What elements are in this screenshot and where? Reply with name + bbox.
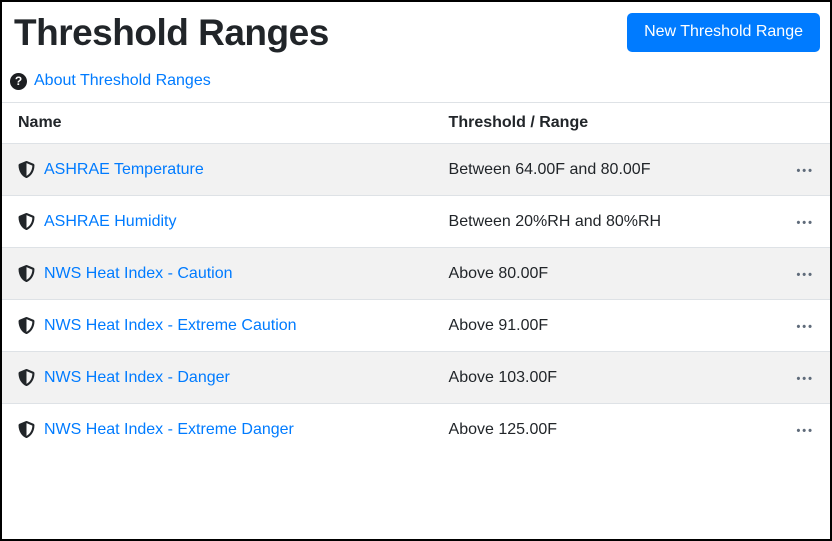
- threshold-range-value: Above 80.00F: [432, 247, 772, 300]
- new-threshold-range-button[interactable]: New Threshold Range: [627, 13, 820, 52]
- shield-icon: [18, 368, 35, 387]
- shield-icon: [18, 212, 35, 231]
- threshold-ranges-page: Threshold Ranges New Threshold Range ? A…: [2, 2, 830, 456]
- table-row: ASHRAE Temperature Between 64.00F and 80.…: [2, 143, 830, 196]
- about-threshold-ranges-link[interactable]: ? About Threshold Ranges: [10, 72, 211, 90]
- threshold-name-link[interactable]: ASHRAE Humidity: [44, 212, 177, 230]
- threshold-range-value: Above 91.00F: [432, 299, 772, 352]
- table-row: NWS Heat Index - Extreme Caution Above 91…: [2, 299, 830, 352]
- table-row: NWS Heat Index - Caution Above 80.00F •••: [2, 247, 830, 300]
- threshold-name-link[interactable]: NWS Heat Index - Extreme Caution: [44, 316, 297, 334]
- row-menu-button[interactable]: •••: [796, 424, 814, 437]
- table-row: ASHRAE Humidity Between 20%RH and 80%RH ••…: [2, 195, 830, 248]
- table-body: ASHRAE Temperature Between 64.00F and 80.…: [2, 143, 830, 456]
- row-menu-button[interactable]: •••: [796, 164, 814, 177]
- table-header-row: Name Threshold / Range: [2, 102, 830, 145]
- row-menu-button[interactable]: •••: [796, 216, 814, 229]
- column-header-threshold-range: Threshold / Range: [432, 102, 772, 145]
- threshold-range-value: Between 20%RH and 80%RH: [432, 195, 772, 248]
- threshold-name-link[interactable]: NWS Heat Index - Caution: [44, 264, 233, 282]
- threshold-range-value: Between 64.00F and 80.00F: [448, 160, 651, 178]
- shield-icon: [18, 420, 35, 439]
- threshold-ranges-table: Name Threshold / Range ASHRAE Temperatur…: [2, 102, 830, 456]
- row-menu-button[interactable]: •••: [796, 372, 814, 385]
- threshold-name-link[interactable]: NWS Heat Index - Danger: [44, 368, 230, 386]
- shield-icon: [18, 160, 35, 179]
- shield-icon: [18, 316, 35, 335]
- table-header: Name Threshold / Range: [2, 102, 830, 145]
- about-link-label: About Threshold Ranges: [34, 72, 211, 90]
- row-menu-button[interactable]: •••: [796, 320, 814, 333]
- question-circle-icon: ?: [10, 72, 27, 90]
- threshold-name-link[interactable]: ASHRAE Temperature: [44, 160, 204, 178]
- column-header-name: Name: [2, 102, 433, 145]
- page-title: Threshold Ranges: [14, 12, 329, 53]
- threshold-range-value: Above 103.00F: [432, 351, 772, 404]
- table-row: NWS Heat Index - Danger Above 103.00F •••: [2, 351, 830, 404]
- column-header-actions: [772, 102, 830, 145]
- shield-icon: [18, 264, 35, 283]
- threshold-range-value: Above 125.00F: [432, 403, 772, 456]
- page-header: Threshold Ranges New Threshold Range: [2, 2, 830, 56]
- table-row: NWS Heat Index - Extreme Danger Above 125…: [2, 403, 830, 456]
- row-menu-button[interactable]: •••: [796, 268, 814, 281]
- threshold-name-link[interactable]: NWS Heat Index - Extreme Danger: [44, 420, 294, 438]
